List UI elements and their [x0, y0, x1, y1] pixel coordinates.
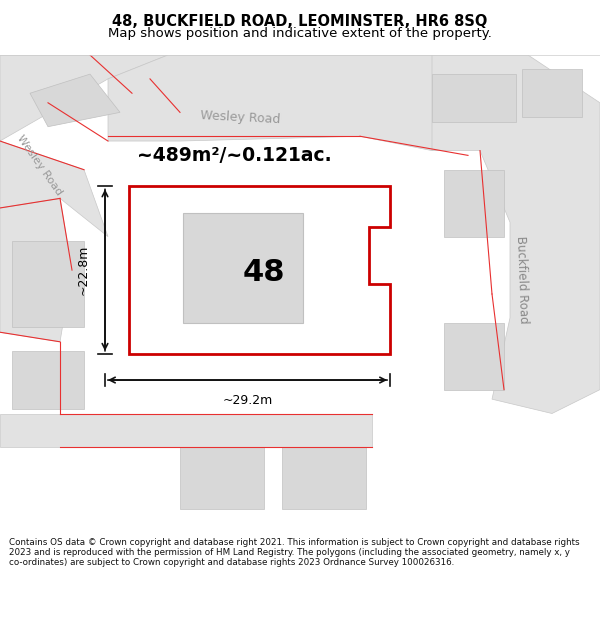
Text: Wesley Road: Wesley Road	[200, 109, 280, 126]
Bar	[180, 447, 264, 509]
Polygon shape	[0, 141, 108, 237]
Bar	[444, 322, 504, 389]
Bar	[12, 351, 84, 409]
Bar	[432, 74, 516, 122]
Polygon shape	[0, 198, 72, 342]
Polygon shape	[0, 414, 372, 447]
Text: Contains OS data © Crown copyright and database right 2021. This information is : Contains OS data © Crown copyright and d…	[9, 538, 580, 568]
Text: ~29.2m: ~29.2m	[223, 394, 272, 408]
Text: ~489m²/~0.121ac.: ~489m²/~0.121ac.	[137, 146, 331, 165]
Bar	[12, 241, 84, 328]
Text: 48: 48	[243, 258, 285, 287]
Polygon shape	[0, 55, 168, 141]
Polygon shape	[30, 74, 120, 127]
Text: Wesley Road: Wesley Road	[14, 133, 64, 197]
Polygon shape	[432, 55, 600, 414]
Text: 48, BUCKFIELD ROAD, LEOMINSTER, HR6 8SQ: 48, BUCKFIELD ROAD, LEOMINSTER, HR6 8SQ	[112, 14, 488, 29]
Bar	[444, 170, 504, 237]
Bar	[282, 447, 366, 509]
Text: Buckfield Road: Buckfield Road	[514, 236, 530, 324]
Polygon shape	[129, 186, 390, 354]
Text: Map shows position and indicative extent of the property.: Map shows position and indicative extent…	[108, 27, 492, 39]
Bar	[183, 213, 303, 322]
Bar	[522, 69, 582, 117]
Polygon shape	[108, 55, 528, 151]
Text: ~22.8m: ~22.8m	[77, 245, 90, 295]
